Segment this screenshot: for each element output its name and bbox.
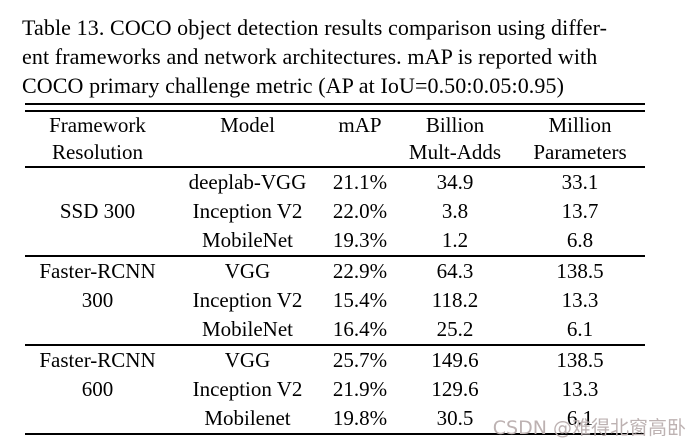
table-row: Faster-RCNN VGG 22.9% 64.3 138.5	[25, 257, 645, 286]
map-cell: 22.0%	[332, 199, 388, 223]
parameters-cell: 13.7	[561, 199, 599, 223]
map-cell: 25.7%	[332, 348, 388, 372]
col-header-mult-adds: Mult-Adds	[408, 140, 502, 164]
framework-cell: Faster-RCNN	[39, 348, 156, 372]
parameters-cell: 13.3	[561, 377, 599, 401]
model-cell: Inception V2	[192, 288, 303, 312]
map-cell: 22.9%	[332, 259, 388, 283]
parameters-cell: 138.5	[556, 348, 604, 372]
group-faster-rcnn-600: Faster-RCNN VGG 25.7% 149.6 138.5 600 In…	[25, 346, 645, 433]
caption-line: ent frameworks and network architectures…	[22, 44, 598, 69]
table-row: Faster-RCNN VGG 25.7% 149.6 138.5	[25, 346, 645, 375]
model-cell: Inception V2	[192, 377, 303, 401]
col-header-model: Model	[220, 113, 275, 137]
watermark: CSDN @难得北窗高卧	[492, 417, 686, 439]
table-row: MobileNet 19.3% 1.2 6.8	[25, 226, 645, 255]
caption-line: COCO primary challenge metric (AP at IoU…	[22, 73, 565, 98]
header-row-1: Framework Model mAP Billion Million	[25, 112, 645, 139]
group-divider-rule	[25, 344, 645, 346]
mult-adds-cell: 3.8	[441, 199, 469, 223]
header-row-2: Resolution Mult-Adds Parameters	[25, 139, 645, 166]
framework-cell: 300	[81, 288, 114, 312]
mult-adds-cell: 1.2	[441, 228, 469, 252]
caption-line: Table 13. COCO object detection results …	[22, 15, 608, 40]
col-header-billion: Billion	[425, 113, 485, 137]
model-cell: Inception V2	[192, 199, 303, 223]
parameters-cell: 6.8	[566, 228, 594, 252]
framework-cell	[25, 168, 170, 197]
group-faster-rcnn-300: Faster-RCNN VGG 22.9% 64.3 138.5 300 Inc…	[25, 257, 645, 344]
map-cell: 19.8%	[332, 406, 388, 430]
mult-adds-cell: 118.2	[431, 288, 479, 312]
framework-cell: Faster-RCNN	[39, 259, 156, 283]
col-header-parameters: Parameters	[533, 140, 627, 164]
table-row: SSD 300 Inception V2 22.0% 3.8 13.7	[25, 197, 645, 226]
mult-adds-cell: 25.2	[436, 317, 474, 341]
table-caption: Table 13. COCO object detection results …	[22, 13, 672, 100]
framework-cell	[25, 404, 170, 433]
model-cell: deeplab-VGG	[188, 170, 307, 194]
parameters-cell: 13.3	[561, 288, 599, 312]
table-header: Framework Model mAP Billion Million Reso…	[25, 112, 645, 166]
group-ssd-300: deeplab-VGG 21.1% 34.9 33.1 SSD 300 Ince…	[25, 168, 645, 255]
mult-adds-cell: 30.5	[436, 406, 474, 430]
parameters-cell: 138.5	[556, 259, 604, 283]
framework-cell: 600	[81, 377, 114, 401]
model-cell: Mobilenet	[204, 406, 291, 430]
col-header-framework: Framework	[49, 113, 146, 137]
map-cell: 19.3%	[332, 228, 388, 252]
table-row: 600 Inception V2 21.9% 129.6 13.3	[25, 375, 645, 404]
col-header-map: mAP	[338, 113, 382, 137]
map-cell: 15.4%	[332, 288, 388, 312]
map-cell: 21.9%	[332, 377, 388, 401]
framework-cell	[25, 226, 170, 255]
col-header-resolution: Resolution	[51, 140, 143, 164]
parameters-cell: 6.1	[566, 317, 594, 341]
table-row: 300 Inception V2 15.4% 118.2 13.3	[25, 286, 645, 315]
framework-cell: SSD 300	[59, 199, 136, 223]
model-cell: VGG	[224, 348, 271, 372]
parameters-cell: 6.1	[566, 406, 594, 430]
table-top-double-rule	[25, 103, 645, 112]
map-cell: 16.4%	[332, 317, 388, 341]
table-bottom-rule	[25, 433, 645, 435]
model-cell: MobileNet	[202, 317, 293, 341]
group-divider-rule	[25, 255, 645, 257]
header-divider-rule	[25, 166, 645, 168]
mult-adds-cell: 129.6	[431, 377, 479, 401]
mult-adds-cell: 34.9	[436, 170, 474, 194]
results-table: Framework Model mAP Billion Million Reso…	[25, 103, 645, 435]
model-cell: VGG	[224, 259, 271, 283]
model-cell: MobileNet	[202, 228, 293, 252]
map-cell: 21.1%	[332, 170, 388, 194]
col-header-million: Million	[548, 113, 612, 137]
table-row: deeplab-VGG 21.1% 34.9 33.1	[25, 168, 645, 197]
table-row: MobileNet 16.4% 25.2 6.1	[25, 315, 645, 344]
mult-adds-cell: 149.6	[431, 348, 479, 372]
mult-adds-cell: 64.3	[436, 259, 474, 283]
table-row: Mobilenet 19.8% 30.5 6.1	[25, 404, 645, 433]
parameters-cell: 33.1	[561, 170, 599, 194]
framework-cell	[25, 315, 170, 344]
